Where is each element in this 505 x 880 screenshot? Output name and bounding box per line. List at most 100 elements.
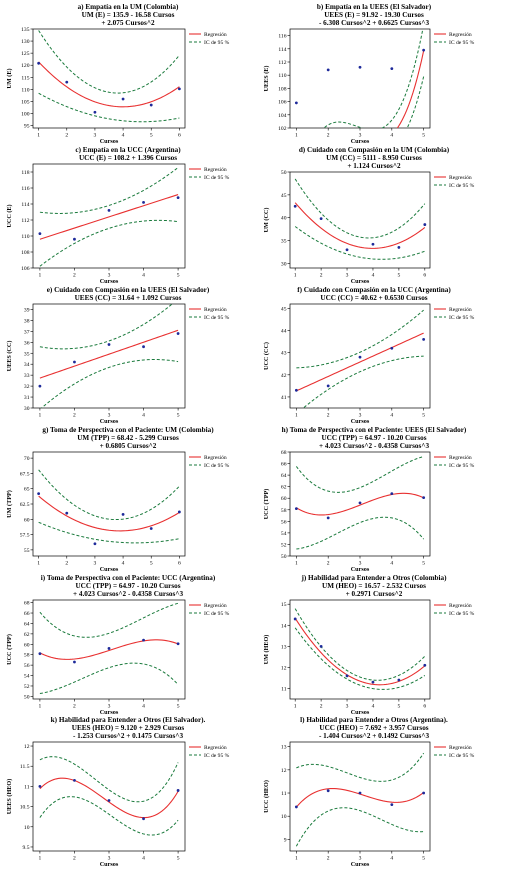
data-point <box>38 384 42 388</box>
y-tick-label: 39 <box>24 307 30 313</box>
data-point <box>397 678 401 682</box>
y-tick-label: 37 <box>24 329 30 335</box>
chart-title-line: i) Toma de Perspectiva con el Paciente: … <box>41 574 216 582</box>
y-tick-label: 130 <box>21 39 30 45</box>
data-point <box>176 332 180 335</box>
data-point <box>326 68 330 72</box>
data-point <box>390 492 394 495</box>
chart-title-line: f) Cuidado con Compasión en la UCC (Arge… <box>297 286 451 294</box>
y-tick-label: 70 <box>24 456 30 462</box>
legend-regression-label: Regresión <box>204 167 227 173</box>
y-tick-label: 68 <box>281 450 287 456</box>
data-point <box>319 217 323 221</box>
chart-title-line: + 0.6805 Cursos^2 <box>100 442 157 450</box>
y-tick-label: 54 <box>281 531 287 537</box>
y-tick-label: 104 <box>278 113 287 119</box>
data-point <box>176 642 180 646</box>
x-axis-label: Cursos <box>351 278 370 285</box>
regression-line <box>38 495 180 532</box>
y-tick-label: 106 <box>21 266 30 272</box>
chart-title-line: b) Empatía en la UEES (El Salvador) <box>317 3 432 11</box>
y-axis-label: UEES (HEO) <box>6 779 13 815</box>
x-tick-label: 5 <box>177 856 180 862</box>
chart-title-line: k) Habilidad para Entender a Otros (El S… <box>51 716 206 724</box>
ci-upper-line <box>294 608 426 681</box>
data-point <box>371 680 375 684</box>
x-tick-label: 3 <box>94 133 97 139</box>
y-tick-label: 95 <box>24 124 30 130</box>
data-point <box>422 496 426 500</box>
data-point <box>358 791 362 795</box>
data-point <box>37 61 41 65</box>
y-axis-label: UEES (CC) <box>6 341 13 372</box>
y-tick-label: 57.5 <box>20 533 30 539</box>
data-point <box>38 785 42 788</box>
data-point <box>176 196 180 200</box>
plot-frame <box>289 28 431 129</box>
y-tick-label: 60 <box>281 496 287 502</box>
x-tick-label: 1 <box>294 704 297 710</box>
y-tick-label: 66 <box>281 462 287 468</box>
y-tick-label: 9 <box>284 837 287 843</box>
y-tick-label: 30 <box>281 261 287 267</box>
x-tick-label: 5 <box>177 273 180 279</box>
data-point <box>326 384 330 388</box>
ci-lower-line <box>38 92 180 123</box>
data-point <box>107 209 111 212</box>
y-tick-label: 50 <box>281 170 287 176</box>
x-axis-label: Cursos <box>100 418 119 425</box>
y-tick-label: 10 <box>281 814 287 820</box>
y-tick-label: 114 <box>278 47 286 53</box>
y-tick-label: 30 <box>24 406 30 412</box>
x-tick-label: 4 <box>390 133 393 139</box>
ci-upper-line <box>294 178 426 239</box>
x-tick-label: 4 <box>122 561 125 567</box>
plot-frame <box>289 599 431 700</box>
y-tick-label: 11 <box>24 784 30 790</box>
data-point <box>65 511 69 515</box>
ci-upper-line <box>296 309 424 369</box>
y-tick-label: 64 <box>281 473 287 479</box>
legend-ci-label: IC de 95 % <box>204 463 230 469</box>
chart-7: g) Toma de Perspectiva con el Paciente: … <box>6 426 230 573</box>
x-tick-label: 4 <box>142 413 145 419</box>
y-tick-label: 60 <box>24 517 30 523</box>
regression-line <box>38 61 180 108</box>
x-axis-label: Cursos <box>351 709 370 716</box>
data-point <box>177 87 181 91</box>
x-tick-label: 3 <box>346 704 349 710</box>
y-tick-label: 60 <box>24 642 30 648</box>
legend-ci-label: IC de 95 % <box>204 315 230 321</box>
y-tick-label: 114 <box>21 202 29 208</box>
regression-line <box>39 639 179 660</box>
data-point <box>326 516 330 520</box>
chart-title-line: UCC (E) = 108.2 + 1.396 Cursos <box>79 154 177 162</box>
x-tick-label: 5 <box>422 413 425 419</box>
legend-regression-label: Regresión <box>204 745 227 751</box>
x-axis-label: Cursos <box>351 418 370 425</box>
chart-title-line: - 1.253 Cursos^2 + 0.1475 Cursos^3 <box>73 732 183 740</box>
y-tick-label: 52 <box>24 684 30 690</box>
chart-4: d) Cuidado con Compasión en la UM (Colom… <box>263 146 475 285</box>
x-tick-label: 6 <box>178 133 181 139</box>
y-tick-label: 12 <box>24 744 30 750</box>
y-tick-label: 116 <box>21 186 29 192</box>
y-tick-label: 35 <box>24 351 30 357</box>
y-tick-label: 100 <box>21 112 30 118</box>
y-tick-label: 44 <box>281 329 287 335</box>
data-point <box>107 799 111 802</box>
regression-line <box>295 788 424 808</box>
y-tick-label: 68 <box>24 601 30 607</box>
ci-lower-line <box>295 807 424 847</box>
x-tick-label: 2 <box>65 133 68 139</box>
y-tick-label: 135 <box>21 27 30 33</box>
data-point <box>37 492 41 495</box>
y-tick-label: 10.5 <box>20 805 30 811</box>
data-point <box>107 343 111 346</box>
chart-title-line: UCC (TPP) = 64.97 - 10.20 Cursos <box>321 434 426 442</box>
legend-regression-label: Regresión <box>204 455 227 461</box>
y-tick-label: 50 <box>281 554 287 560</box>
ci-upper-line <box>39 756 179 803</box>
data-point <box>326 789 330 793</box>
data-point <box>390 346 394 350</box>
